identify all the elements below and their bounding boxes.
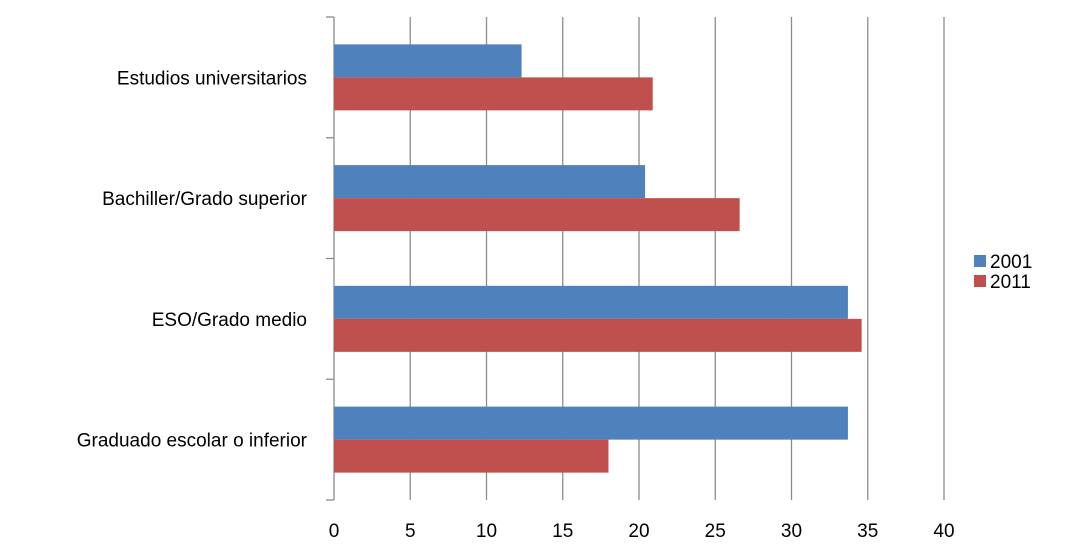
category-label: Bachiller/Grado superior [102, 189, 308, 210]
x-tick-label: 20 [628, 521, 649, 542]
bar-2001-1 [334, 44, 522, 78]
x-tick-label: 35 [857, 521, 878, 542]
x-tick-label: 15 [552, 521, 573, 542]
legend-swatch-2011 [974, 275, 986, 287]
axes [326, 16, 335, 501]
legend-label: 2011 [990, 272, 1031, 293]
category-labels: Estudios universitarios Bachiller/Grado s… [77, 68, 308, 451]
bar-2011-4 [334, 439, 609, 473]
category-label: Graduado escolar o inferior [77, 431, 308, 452]
bar-2011-1 [334, 77, 653, 111]
bars [334, 44, 862, 473]
x-tick-labels: 0 5 10 15 20 25 30 35 40 [329, 521, 955, 542]
bar-2011-3 [334, 318, 862, 352]
x-tick-label: 40 [933, 521, 954, 542]
bar-2011-2 [334, 198, 740, 232]
x-tick-label: 5 [405, 521, 416, 542]
x-tick-label: 25 [705, 521, 726, 542]
bar-2001-2 [334, 165, 646, 199]
bar-2001-4 [334, 406, 848, 440]
category-label: Estudios universitarios [117, 68, 307, 89]
legend-swatch-2001 [974, 255, 986, 267]
category-label: ESO/Grado medio [152, 310, 307, 331]
x-tick-label: 0 [329, 521, 340, 542]
bar-2001-3 [334, 285, 848, 319]
x-tick-label: 30 [781, 521, 802, 542]
legend-label: 2001 [990, 252, 1032, 273]
x-tick-label: 10 [476, 521, 497, 542]
